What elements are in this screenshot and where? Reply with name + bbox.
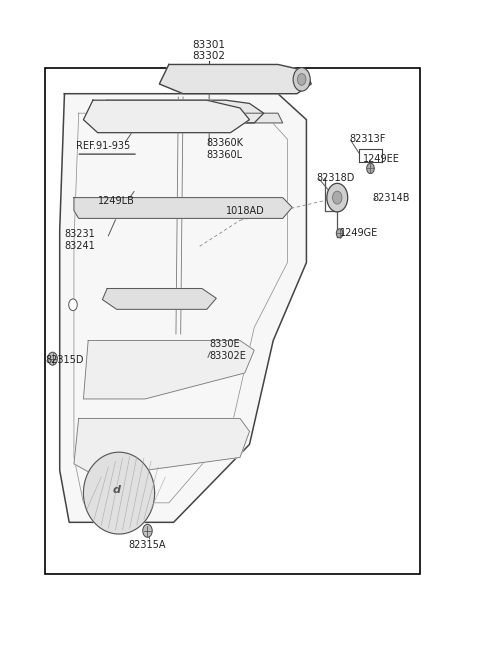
- Circle shape: [131, 102, 145, 121]
- Text: 1249GE: 1249GE: [340, 229, 378, 238]
- Polygon shape: [74, 419, 250, 477]
- Text: 83360K
83360L: 83360K 83360L: [207, 138, 244, 160]
- Polygon shape: [84, 452, 155, 534]
- Circle shape: [367, 163, 374, 174]
- Polygon shape: [102, 100, 264, 123]
- Text: 1249LB: 1249LB: [97, 196, 134, 206]
- Polygon shape: [84, 100, 250, 133]
- Polygon shape: [88, 113, 283, 123]
- Text: 82315D: 82315D: [46, 355, 84, 365]
- Circle shape: [143, 524, 152, 537]
- Text: 82315A: 82315A: [129, 540, 166, 550]
- Polygon shape: [159, 64, 311, 94]
- Text: 1018AD: 1018AD: [226, 206, 264, 215]
- Circle shape: [293, 67, 310, 91]
- Circle shape: [333, 191, 342, 204]
- Circle shape: [69, 299, 77, 310]
- Circle shape: [298, 73, 306, 85]
- Circle shape: [327, 183, 348, 212]
- Polygon shape: [60, 94, 306, 522]
- Text: 83301
83302: 83301 83302: [192, 40, 226, 61]
- Text: 82313F: 82313F: [349, 134, 385, 144]
- Text: 8330E
83302E: 8330E 83302E: [209, 339, 246, 361]
- Text: d: d: [113, 485, 120, 495]
- Polygon shape: [74, 198, 292, 218]
- Text: 82318D: 82318D: [316, 173, 354, 183]
- Polygon shape: [84, 341, 254, 399]
- Text: 83231
83241: 83231 83241: [64, 229, 95, 251]
- Text: 82314B: 82314B: [373, 193, 410, 202]
- Circle shape: [48, 352, 57, 365]
- Text: 1249EE: 1249EE: [363, 154, 400, 164]
- Circle shape: [336, 229, 343, 238]
- Bar: [46, 67, 420, 574]
- Polygon shape: [102, 289, 216, 309]
- Text: REF.91-935: REF.91-935: [76, 141, 131, 151]
